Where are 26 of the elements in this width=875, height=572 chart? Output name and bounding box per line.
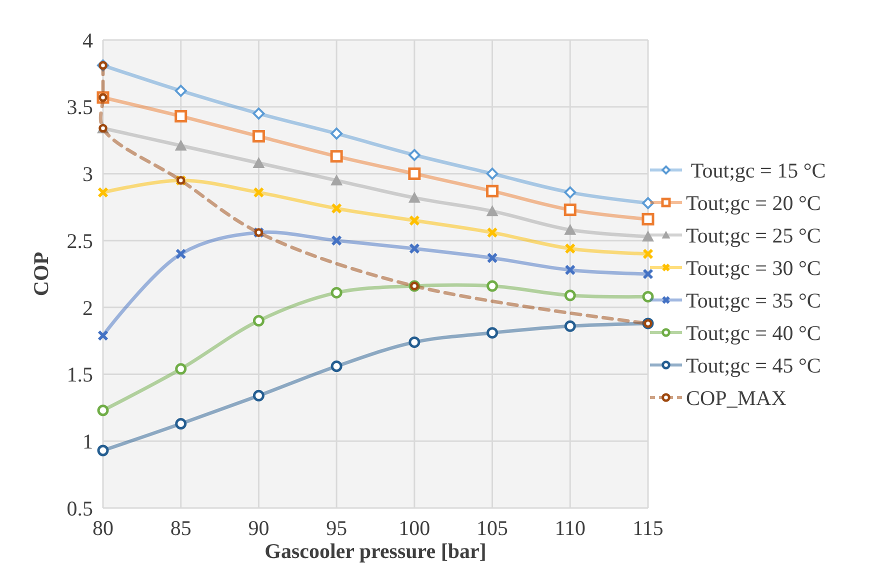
legend-label: Tout;gc = 40 °C bbox=[686, 320, 821, 345]
legend-label: COP_MAX bbox=[686, 386, 786, 410]
legend-label: Tout;gc = 20 °C bbox=[686, 190, 821, 215]
x-tick-label: 80 bbox=[92, 516, 114, 540]
x-axis-title: Gascooler pressure [bar] bbox=[264, 539, 486, 563]
x-tick-label: 105 bbox=[476, 516, 508, 540]
legend-label: Tout;gc = 35 °C bbox=[686, 288, 821, 312]
y-tick-label: 2.5 bbox=[66, 228, 93, 253]
y-tick-label: 3.5 bbox=[66, 95, 93, 120]
x-tick-label: 100 bbox=[398, 516, 430, 540]
x-tick-label: 110 bbox=[554, 516, 586, 540]
legend-label: Tout;gc = 25 °C bbox=[686, 223, 821, 248]
legend-label: Tout;gc = 30 °C bbox=[686, 256, 821, 280]
x-tick-label: 95 bbox=[326, 516, 348, 540]
legend-label: Tout;gc = 15 °C bbox=[686, 158, 826, 182]
x-tick-label: 90 bbox=[248, 516, 270, 540]
legend-label: Tout;gc = 45 °C bbox=[686, 353, 821, 378]
y-tick-label: 1.5 bbox=[66, 362, 93, 387]
y-tick-label: 0.5 bbox=[66, 496, 93, 520]
x-tick-label: 115 bbox=[632, 516, 664, 540]
y-tick-label: 4 bbox=[82, 28, 94, 52]
y-tick-label: 2 bbox=[82, 296, 93, 320]
y-tick-label: 3 bbox=[82, 162, 93, 186]
y-tick-label: 1 bbox=[82, 429, 93, 454]
x-tick-label: 85 bbox=[170, 516, 192, 540]
y-axis-title: COP bbox=[29, 252, 53, 296]
